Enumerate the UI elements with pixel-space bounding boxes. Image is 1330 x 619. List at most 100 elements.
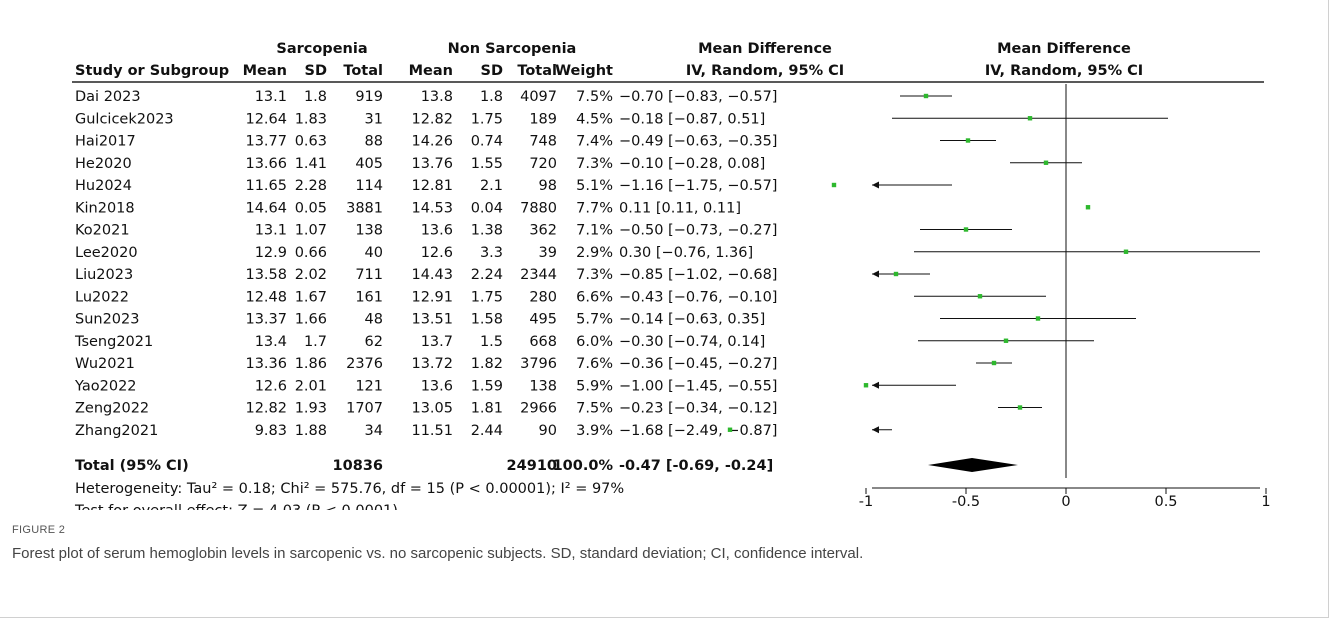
total1-column-header: Total: [343, 63, 383, 79]
weight-cell: 6.0%: [576, 334, 613, 350]
sd2-cell: 1.5: [480, 334, 503, 350]
sd1-cell: 1.93: [295, 401, 327, 417]
mean1-column-header: Mean: [243, 63, 287, 79]
total1-cell: 2376: [346, 356, 383, 372]
mean2-cell: 13.6: [421, 378, 453, 394]
mean2-cell: 12.91: [411, 289, 453, 305]
sd2-cell: 2.44: [471, 423, 503, 439]
point-estimate: [977, 294, 983, 299]
point-estimate: [923, 93, 929, 99]
sd2-cell: 0.04: [471, 200, 503, 216]
weight-cell: 2.9%: [576, 245, 613, 261]
mean2-cell: 14.43: [411, 267, 453, 283]
md-plot-header: Mean Difference: [997, 41, 1131, 57]
point-estimate: [727, 427, 733, 432]
ci-cell: −0.10 [−0.28, 0.08]: [619, 156, 765, 172]
forest-plot: Sarcopenia Non Sarcopenia Mean Difference M…: [72, 41, 1271, 510]
ci-arrow-icon: [872, 426, 879, 434]
point-estimate: [965, 138, 971, 143]
point-estimate: [1123, 249, 1129, 254]
total1-cell: 919: [355, 89, 383, 105]
sd1-cell: 0.05: [295, 200, 327, 216]
sd2-cell: 2.24: [471, 267, 503, 283]
mean2-cell: 13.72: [411, 356, 453, 372]
mean2-cell: 13.8: [421, 89, 453, 105]
weight-cell: 7.3%: [576, 267, 613, 283]
sd2-cell: 1.38: [471, 223, 503, 239]
total1-cell: 62: [365, 334, 383, 350]
total1-cell: 138: [355, 223, 383, 239]
total2-cell: 2966: [520, 401, 557, 417]
sd2-cell: 1.59: [471, 378, 503, 394]
x-tick-label: -0.5: [952, 494, 980, 510]
study-name: Zhang2021: [75, 423, 158, 439]
study-name: Liu2023: [75, 267, 133, 283]
sd1-cell: 1.86: [295, 356, 327, 372]
study-column-header: Study or Subgroup: [75, 63, 229, 79]
sd1-cell: 0.66: [295, 245, 327, 261]
total2-cell: 90: [539, 423, 557, 439]
point-estimate: [963, 227, 969, 232]
total-label: Total (95% CI): [75, 458, 189, 474]
point-estimate: [1035, 316, 1041, 321]
point-estimate: [1003, 338, 1009, 343]
sd1-cell: 1.66: [295, 312, 327, 328]
mean2-cell: 14.26: [411, 134, 453, 150]
group1-header: Sarcopenia: [276, 41, 367, 57]
weight-column-header: Weight: [555, 63, 613, 79]
total2-sum: 24910: [507, 458, 557, 474]
weight-cell: 7.1%: [576, 223, 613, 239]
point-estimate: [1043, 160, 1049, 165]
weight-cell: 5.9%: [576, 378, 613, 394]
point-estimate: [1027, 116, 1033, 121]
x-tick-label: 0.5: [1154, 494, 1177, 510]
weight-cell: 5.1%: [576, 178, 613, 194]
ci-arrow-icon: [872, 270, 879, 278]
study-name: Ko2021: [75, 223, 130, 239]
md-header: Mean Difference: [698, 41, 832, 57]
sd1-column-header: SD: [305, 63, 327, 79]
ci-cell: 0.30 [−0.76, 1.36]: [619, 245, 753, 261]
x-tick-label: 1: [1261, 494, 1270, 510]
total1-cell: 1707: [346, 401, 383, 417]
weight-cell: 3.9%: [576, 423, 613, 439]
weight-cell: 7.3%: [576, 156, 613, 172]
total1-cell: 114: [355, 178, 383, 194]
study-name: Yao2022: [74, 378, 137, 394]
study-name: Kin2018: [75, 200, 135, 216]
mean1-cell: 12.9: [255, 245, 287, 261]
point-estimate: [991, 360, 997, 366]
total2-cell: 189: [529, 111, 557, 127]
sd2-cell: 1.55: [471, 156, 503, 172]
point-estimate: [1017, 405, 1023, 410]
total-ci: -0.47 [-0.69, -0.24]: [619, 458, 773, 474]
mean2-cell: 12.6: [421, 245, 453, 261]
mean2-cell: 12.82: [411, 111, 453, 127]
sd2-cell: 1.82: [471, 356, 503, 372]
sd1-cell: 1.07: [295, 223, 327, 239]
ci-arrow-icon: [872, 381, 879, 389]
mean1-cell: 12.48: [245, 289, 287, 305]
mean1-cell: 13.77: [245, 134, 287, 150]
figure-label: FIGURE 2: [12, 524, 66, 536]
sd2-cell: 2.1: [480, 178, 503, 194]
total2-column-header: Total: [517, 63, 557, 79]
figure-caption: Forest plot of serum hemoglobin levels i…: [12, 545, 864, 562]
study-name: Hai2017: [75, 134, 136, 150]
mean1-cell: 13.1: [255, 89, 287, 105]
ci-cell: −0.70 [−0.83, −0.57]: [619, 89, 777, 105]
overall-effect-text: Test for overall effect: Z = 4.03 (P < 0…: [74, 503, 398, 510]
total2-cell: 280: [529, 289, 557, 305]
weight-cell: 5.7%: [576, 312, 613, 328]
weight-cell: 7.5%: [576, 401, 613, 417]
total2-cell: 362: [529, 223, 557, 239]
sd1-cell: 2.01: [295, 378, 327, 394]
md-subheader: IV, Random, 95% CI: [686, 63, 844, 79]
total2-cell: 4097: [520, 89, 557, 105]
sd2-cell: 1.75: [471, 289, 503, 305]
sd2-cell: 1.75: [471, 111, 503, 127]
weight-cell: 7.7%: [576, 200, 613, 216]
study-name: Lee2020: [75, 245, 138, 261]
weight-cell: 6.6%: [576, 289, 613, 305]
